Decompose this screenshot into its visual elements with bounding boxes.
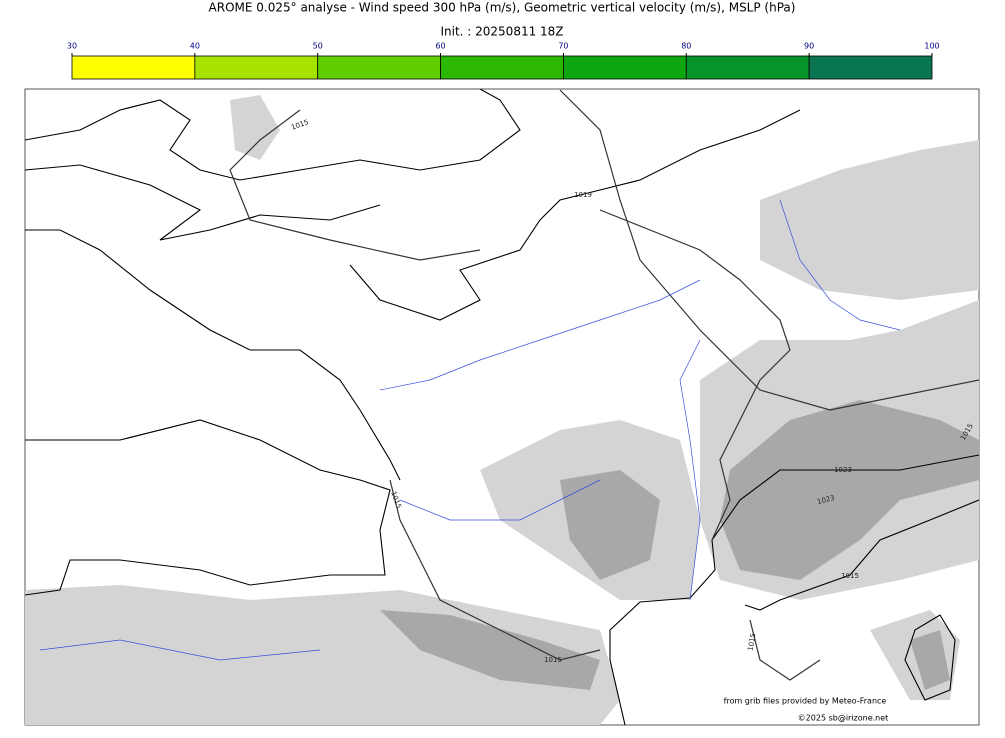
colorbar-bin <box>194 55 319 80</box>
river <box>399 479 601 521</box>
isobar-label: 1015 <box>841 572 859 580</box>
colorbar-bin <box>317 55 441 80</box>
colorbar-bin <box>563 55 687 80</box>
colorbar: 30 40 50 60 70 80 90 100 <box>67 42 940 80</box>
colorbar-bin <box>685 55 810 80</box>
coastline <box>904 614 956 701</box>
isobar-label: 1015 <box>747 633 758 652</box>
coastline <box>349 109 801 321</box>
colorbar-tick-label: 80 <box>681 42 691 51</box>
isobar <box>389 479 601 661</box>
colorbar-tick-label: 60 <box>435 42 445 51</box>
coastline <box>25 164 381 241</box>
coastline <box>744 499 979 611</box>
coastline <box>25 89 521 181</box>
coastline <box>25 419 391 596</box>
colorbar-bin <box>440 55 564 80</box>
isobar <box>229 109 481 261</box>
river <box>679 339 701 601</box>
river <box>779 199 901 331</box>
colorbar-bin <box>71 55 196 80</box>
coastline <box>25 229 401 481</box>
river <box>39 639 321 661</box>
colorbar-tick-label: 40 <box>190 42 200 51</box>
colorbar-tick-label: 50 <box>313 42 323 51</box>
title: AROME 0.025° analyse - Wind speed 300 hP… <box>209 1 796 15</box>
colorbar-tick-label: 90 <box>804 42 814 51</box>
colorbar-tick-label: 100 <box>924 42 939 51</box>
credit-author: ©2025 sb@irizone.net <box>798 714 889 723</box>
terrain-dark <box>380 400 979 690</box>
colorbar-tick-label: 70 <box>558 42 568 51</box>
credit-source: from grib files provided by Meteo-France <box>724 697 887 706</box>
colorbar-tick-label: 30 <box>67 42 77 51</box>
border <box>599 209 791 541</box>
isobar-label: 1023 <box>834 466 852 474</box>
map-layers <box>25 89 979 725</box>
isobar <box>749 619 821 681</box>
isobar-label: 1015 <box>544 656 562 664</box>
river <box>379 279 701 391</box>
coastline <box>609 454 979 725</box>
colorbar-bin <box>808 55 933 80</box>
isobar-label: 1019 <box>574 191 592 199</box>
init-time: Init. : 20250811 18Z <box>440 25 563 39</box>
